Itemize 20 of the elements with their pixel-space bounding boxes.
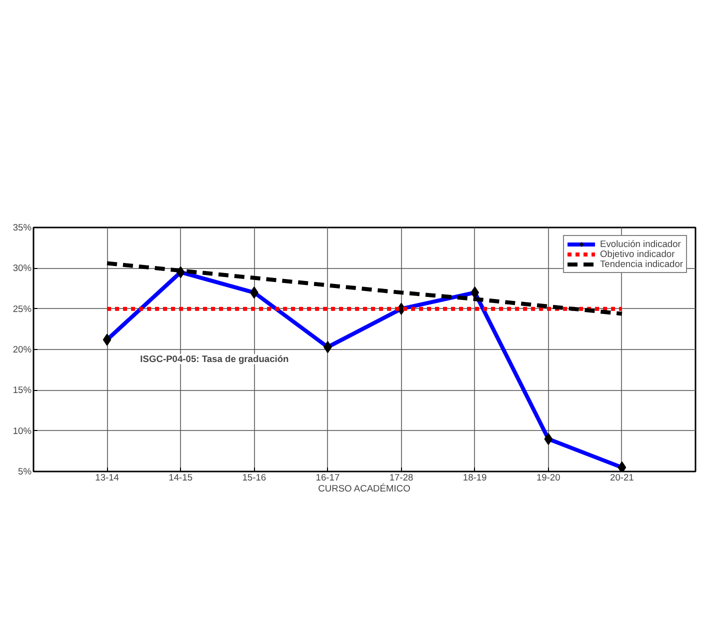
x-tick-label: 14-15 bbox=[168, 472, 193, 482]
legend-label: Tendencia indicador bbox=[600, 259, 683, 269]
x-tick-label: 20-21 bbox=[610, 472, 634, 482]
y-tick-label: 35% bbox=[12, 222, 32, 232]
annotation: ISGC-P04-05: Tasa de graduación bbox=[140, 354, 290, 364]
y-tick-label: 5% bbox=[18, 466, 32, 476]
legend-label: Objetivo indicador bbox=[600, 249, 675, 259]
y-tick-label: 25% bbox=[12, 304, 32, 314]
x-axis-title: CURSO ACADÉMICO bbox=[318, 482, 410, 494]
x-tick-label: 13-14 bbox=[95, 472, 119, 482]
legend-label: Evolución indicador bbox=[600, 239, 681, 249]
y-tick-label: 15% bbox=[12, 385, 32, 396]
x-tick-label: 19-20 bbox=[536, 472, 560, 482]
x-tick-label: 18-19 bbox=[462, 472, 487, 482]
y-tick-label: 10% bbox=[12, 426, 32, 436]
x-tick-label: 17-28 bbox=[389, 472, 414, 482]
x-tick-label: 16-17 bbox=[316, 472, 340, 482]
y-tick-label: 30% bbox=[12, 263, 32, 274]
x-tick-label: 15-16 bbox=[242, 472, 266, 482]
y-tick-label: 20% bbox=[12, 344, 32, 354]
